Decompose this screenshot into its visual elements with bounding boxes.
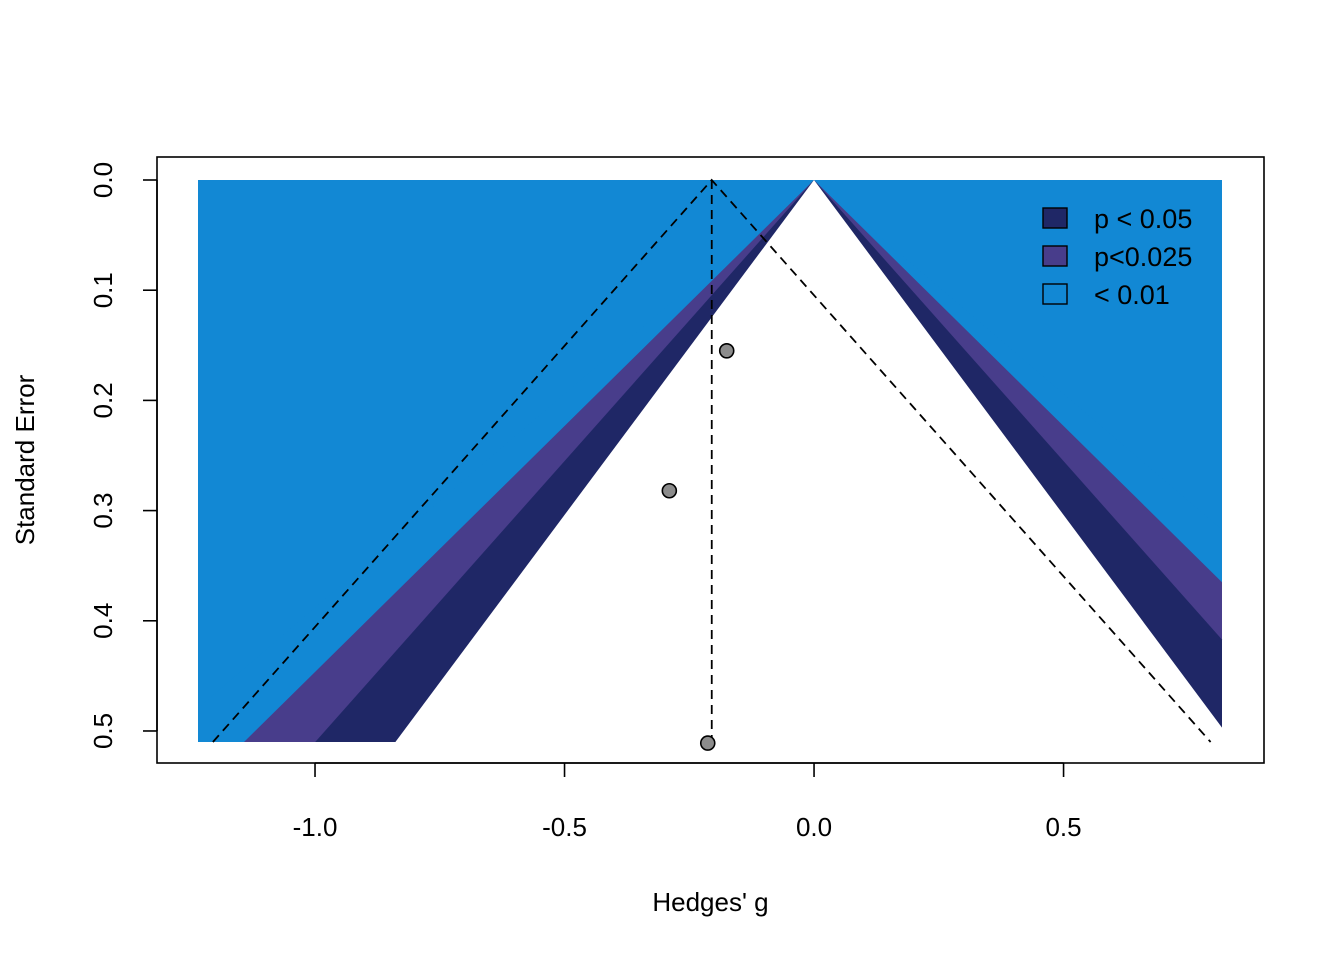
x-axis: -1.0 -0.5 0.0 0.5: [293, 762, 1082, 842]
study-point-1: [718, 343, 735, 359]
study-point-3: [699, 735, 716, 751]
legend-label-1: p < 0.05: [1094, 204, 1192, 234]
y-axis: 0.0 0.1 0.2 0.3 0.4 0.5: [88, 162, 158, 749]
y-axis-title: Standard Error: [10, 374, 40, 545]
study-points: [661, 343, 735, 751]
y-tick-label-4: 0.3: [88, 493, 118, 529]
y-tick-label-3: 0.2: [88, 382, 118, 418]
y-tick-label-6: 0.5: [88, 713, 118, 749]
y-tick-label-1: 0.0: [88, 162, 118, 198]
legend-swatch-2: [1042, 245, 1068, 267]
study-point-2: [661, 482, 678, 499]
y-tick-label-2: 0.1: [88, 272, 118, 308]
x-tick-label-2: -0.5: [542, 812, 587, 842]
x-tick-label-4: 0.5: [1045, 812, 1081, 842]
legend-label-3: < 0.01: [1094, 280, 1170, 310]
legend-swatch-3: [1042, 283, 1068, 305]
funnel-lines: [212, 178, 1212, 743]
x-axis-title: Hedges' g: [652, 887, 768, 917]
x-tick-label-1: -1.0: [293, 812, 338, 842]
y-tick-label-5: 0.4: [88, 603, 118, 639]
x-tick-label-3: 0.0: [796, 812, 832, 842]
legend-swatch-1: [1042, 207, 1068, 229]
legend: p < 0.05 p<0.025 < 0.01: [1042, 204, 1192, 310]
legend-label-2: p<0.025: [1094, 242, 1192, 272]
contour-regions: [198, 180, 1222, 742]
region-nonsignificant: [395, 180, 1222, 742]
